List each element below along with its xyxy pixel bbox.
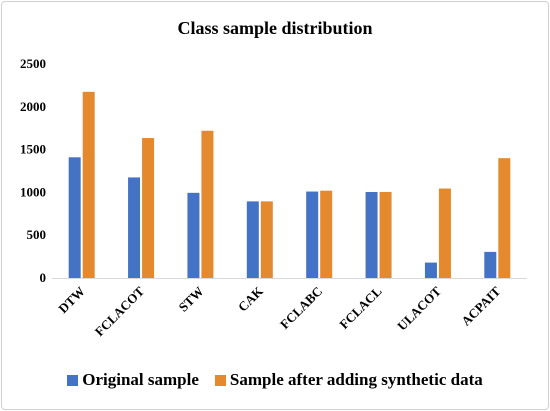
bar-original <box>484 251 497 278</box>
legend-item-original: Original sample <box>67 370 199 390</box>
bar-original <box>187 192 200 278</box>
legend-swatch-original <box>67 374 79 386</box>
legend-label-original: Original sample <box>82 370 199 389</box>
bar-original <box>306 191 319 278</box>
x-category-label: FCLACL <box>336 283 385 332</box>
x-category-label: FCLACOT <box>92 283 148 339</box>
y-tick-label: 2500 <box>20 56 46 71</box>
x-category-label: FCLABC <box>277 284 325 332</box>
bar-synthetic <box>260 201 273 278</box>
bar-synthetic <box>201 130 214 278</box>
y-tick-label: 1000 <box>20 184 46 199</box>
x-category-label: STW <box>176 284 207 315</box>
legend-item-synthetic: Sample after adding synthetic data <box>214 370 483 390</box>
bar-synthetic <box>379 191 392 278</box>
bar-synthetic <box>82 91 95 278</box>
y-tick-label: 0 <box>40 270 47 285</box>
bar-synthetic <box>320 190 333 278</box>
legend-label-synthetic: Sample after adding synthetic data <box>229 370 483 389</box>
bar-original <box>128 177 141 278</box>
x-category-label: DTW <box>55 284 88 317</box>
y-tick-label: 500 <box>27 227 47 242</box>
bar-synthetic <box>142 138 155 278</box>
y-tick-label: 1500 <box>20 142 46 157</box>
x-category-label: CAK <box>235 283 267 315</box>
bar-synthetic <box>438 188 451 278</box>
bar-original <box>365 191 378 278</box>
chart-legend: Original sample Sample after adding synt… <box>0 368 550 392</box>
legend-swatch-synthetic <box>214 374 226 386</box>
x-category-label: ULACOT <box>394 283 444 333</box>
y-tick-label: 2000 <box>20 99 46 114</box>
bar-original <box>246 201 259 278</box>
x-category-label: ACPAIT <box>458 283 503 328</box>
bar-synthetic <box>498 158 511 278</box>
chart-title: Class sample distribution <box>177 18 373 38</box>
bar-original <box>68 157 81 278</box>
bar-original <box>424 262 437 278</box>
